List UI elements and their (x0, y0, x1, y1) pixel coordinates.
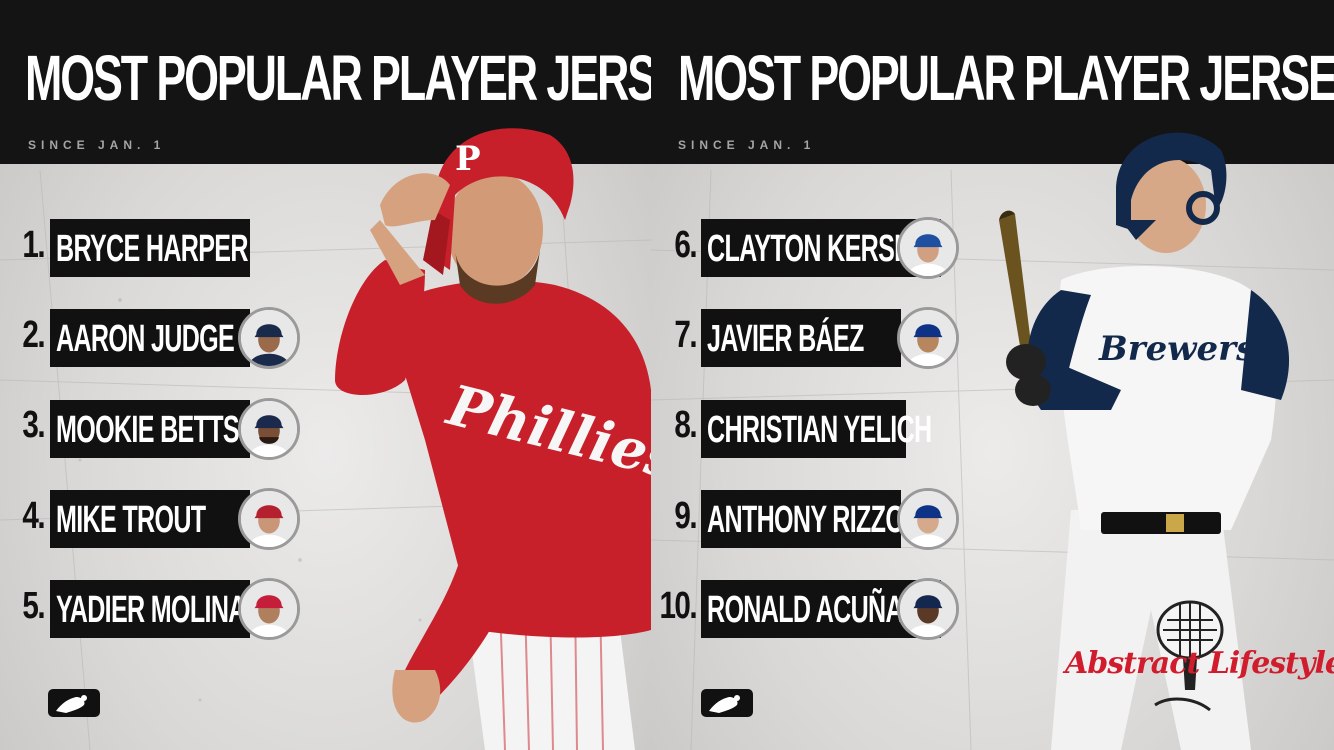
player-name-bar-7: JAVIER BÁEZ (701, 309, 901, 367)
svg-text:Brewers: Brewers (1098, 329, 1255, 369)
player-headshot-icon (897, 217, 959, 279)
rank-1: 1. (22, 224, 45, 266)
player-name-bar-2: AARON JUDGE (50, 309, 250, 367)
mlb-logo-icon (48, 689, 100, 717)
microphone-icon (1154, 600, 1224, 712)
rank-5: 5. (22, 585, 45, 627)
player-headshot-icon (897, 578, 959, 640)
rank-9: 9. (674, 495, 697, 537)
rank-6: 6. (674, 224, 697, 266)
player-name-3: MOOKIE BETTS (56, 409, 240, 451)
header-bar: MOST POPULAR PLAYER JERSEYS SINCE JAN. 1 (651, 0, 1334, 164)
player-name-1: BRYCE HARPER (56, 228, 248, 270)
player-name-4: MIKE TROUT (56, 499, 206, 541)
player-name-9: ANTHONY RIZZO (707, 499, 905, 541)
player-headshot-icon (238, 307, 300, 369)
player-name-bar-1: BRYCE HARPER (50, 219, 250, 277)
rank-7: 7. (674, 314, 697, 356)
page-title: MOST POPULAR PLAYER JERSEYS (678, 42, 1334, 114)
player-photo-harper: Phillies P (335, 128, 651, 750)
brand-watermark: Abstract Lifestyle (1065, 590, 1334, 730)
rank-8: 8. (674, 404, 697, 446)
svg-text:P: P (455, 139, 481, 179)
mlb-logo-icon (701, 689, 753, 717)
player-headshot-icon (897, 307, 959, 369)
left-panel: MOST POPULAR PLAYER JERSEYS SINCE JAN. 1… (0, 0, 651, 750)
player-name-bar-9: ANTHONY RIZZO (701, 490, 905, 548)
player-name-5: YADIER MOLINA (56, 589, 246, 631)
player-photo-yelich: Brewers (999, 132, 1290, 750)
player-name-bar-4: MIKE TROUT (50, 490, 250, 548)
player-name-7: JAVIER BÁEZ (707, 318, 864, 360)
rank-3: 3. (22, 404, 45, 446)
subtitle: SINCE JAN. 1 (678, 138, 816, 152)
player-name-bar-5: YADIER MOLINA (50, 580, 250, 638)
player-name-2: AARON JUDGE (56, 318, 235, 360)
player-headshot-icon (238, 398, 300, 460)
player-name-bar-8: CHRISTIAN YELICH (701, 400, 932, 458)
player-name-8: CHRISTIAN YELICH (707, 409, 932, 451)
player-headshot-icon (238, 488, 300, 550)
rank-4: 4. (22, 495, 45, 537)
player-name-bar-3: MOOKIE BETTS (50, 400, 250, 458)
rank-2: 2. (22, 314, 45, 356)
page-title: MOST POPULAR PLAYER JERSEYS (25, 42, 651, 114)
player-headshot-icon (897, 488, 959, 550)
subtitle: SINCE JAN. 1 (28, 138, 166, 152)
player-headshot-icon (238, 578, 300, 640)
brand-name: Abstract Lifestyle (1065, 646, 1334, 681)
rank-10: 10. (659, 585, 697, 627)
